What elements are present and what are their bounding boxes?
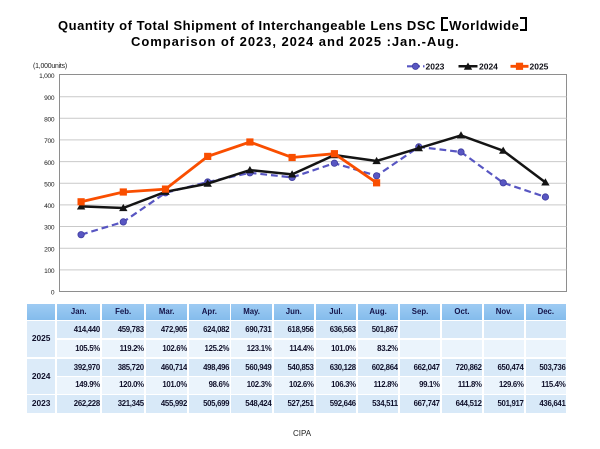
svg-text:400: 400 xyxy=(44,203,55,210)
svg-text:2024: 2024 xyxy=(479,61,498,71)
svg-text:600: 600 xyxy=(44,160,55,167)
svg-text:300: 300 xyxy=(44,225,55,232)
svg-text:0: 0 xyxy=(51,290,55,297)
svg-text:200: 200 xyxy=(44,246,55,253)
svg-text:1,000: 1,000 xyxy=(39,73,55,80)
svg-text:700: 700 xyxy=(44,138,55,145)
svg-text:500: 500 xyxy=(44,182,55,189)
svg-text:800: 800 xyxy=(44,117,55,124)
svg-text:100: 100 xyxy=(44,268,55,275)
svg-text:2023: 2023 xyxy=(426,61,445,71)
svg-text:900: 900 xyxy=(44,95,55,102)
svg-text:(1,000units): (1,000units) xyxy=(33,63,67,70)
svg-text:2025: 2025 xyxy=(530,61,549,71)
